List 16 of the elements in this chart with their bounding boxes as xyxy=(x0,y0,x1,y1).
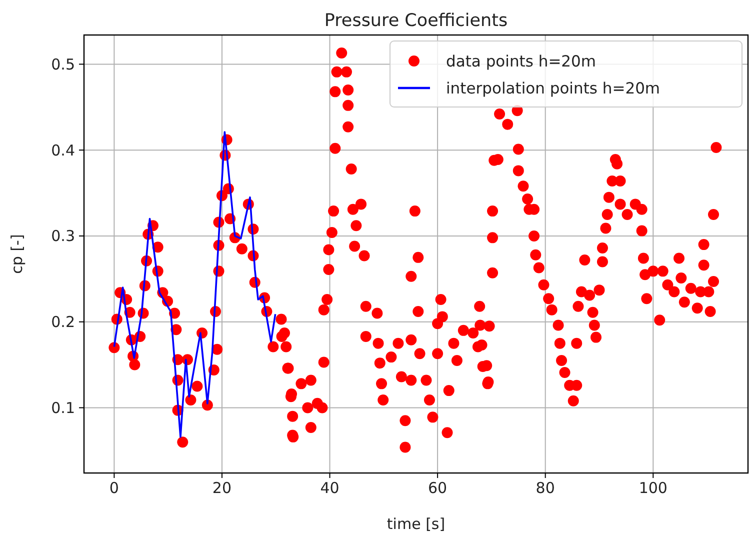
x-tick-label: 0 xyxy=(109,479,119,497)
legend-label: data points h=20m xyxy=(446,52,596,70)
legend-label: interpolation points h=20m xyxy=(446,79,660,98)
y-tick-label: 0.3 xyxy=(51,227,75,246)
y-tick-label: 0.4 xyxy=(51,141,75,160)
y-axis-title: cp [-] xyxy=(8,234,26,274)
x-tick-label: 60 xyxy=(428,479,448,497)
x-tick-label: 80 xyxy=(536,479,555,497)
y-tick-label: 0.5 xyxy=(51,55,75,74)
y-tick-label: 0.1 xyxy=(51,398,75,417)
x-tick-label: 40 xyxy=(320,479,340,497)
y-tick-label: 0.2 xyxy=(51,313,75,332)
x-axis-title: time [s] xyxy=(386,515,446,533)
chart-title: Pressure Coefficients xyxy=(324,11,508,31)
x-tick-label: 100 xyxy=(638,479,668,497)
x-tick-label: 20 xyxy=(212,479,232,497)
